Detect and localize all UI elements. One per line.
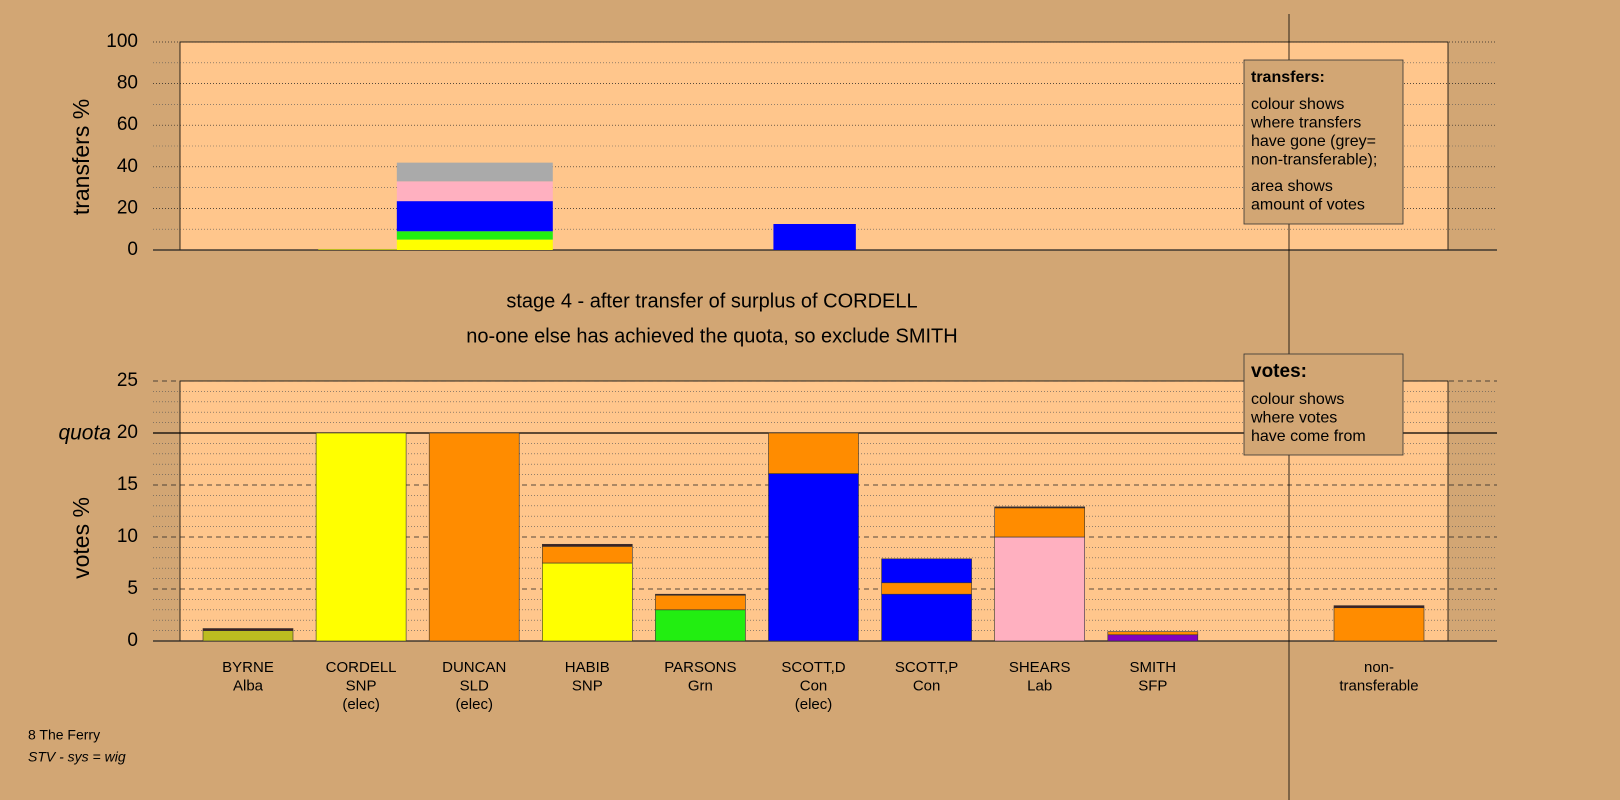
x-tick-label: SLD bbox=[460, 677, 489, 694]
legend-line: where transfers bbox=[1250, 115, 1361, 132]
legend-line: colour shows bbox=[1251, 96, 1344, 113]
legend-box bbox=[1243, 353, 1404, 456]
y-tick-label: 10 bbox=[117, 526, 138, 547]
vote-segment bbox=[994, 536, 1086, 642]
y-axis-label: transfers % bbox=[68, 99, 94, 215]
vote-segment bbox=[655, 594, 746, 611]
y-tick-label: 60 bbox=[117, 114, 138, 135]
x-tick-label: SNP bbox=[572, 677, 603, 694]
legend-line: where votes bbox=[1250, 410, 1337, 427]
x-tick-label: DUNCAN bbox=[442, 659, 506, 676]
y-tick-label: 80 bbox=[117, 73, 138, 94]
y-tick-label: 15 bbox=[117, 474, 138, 495]
stage-title: stage 4 - after transfer of surplus of C… bbox=[506, 290, 917, 312]
x-tick-label: SMITH bbox=[1129, 659, 1176, 676]
vote-segment bbox=[1107, 634, 1199, 642]
y-tick-label: 5 bbox=[127, 578, 138, 599]
vote-segment bbox=[202, 630, 294, 642]
x-tick-label: PARSONS bbox=[664, 659, 736, 676]
y-tick-label: 20 bbox=[117, 197, 138, 218]
y-tick-label: 40 bbox=[117, 156, 138, 177]
y-tick-label: 25 bbox=[117, 370, 138, 391]
legend-line: colour shows bbox=[1251, 391, 1344, 408]
x-tick-label: non- bbox=[1364, 659, 1394, 676]
x-tick-label: SNP bbox=[346, 677, 377, 694]
marks: BYRNEAlbaCORDELLSNP(elec)DUNCANSLD(elec)… bbox=[202, 162, 1425, 713]
x-tick-label: Lab bbox=[1027, 677, 1052, 694]
vote-segment bbox=[994, 506, 1086, 509]
vote-segment bbox=[881, 593, 972, 642]
transfer-segment bbox=[396, 239, 553, 250]
x-tick-label: SCOTT,D bbox=[781, 659, 845, 676]
x-tick-label: (elec) bbox=[795, 696, 833, 713]
vote-segment bbox=[202, 628, 294, 631]
vote-segment bbox=[655, 593, 746, 596]
transfer-segment bbox=[396, 162, 553, 182]
vote-segment bbox=[881, 558, 972, 584]
transfer-segment bbox=[396, 181, 553, 202]
x-tick-label: HABIB bbox=[565, 659, 610, 676]
legend-line: area shows bbox=[1251, 178, 1333, 195]
transfer-segment bbox=[396, 201, 553, 232]
vote-segment bbox=[541, 546, 633, 564]
footer-place: 8 The Ferry bbox=[28, 727, 100, 743]
legend-title: votes: bbox=[1251, 361, 1307, 382]
vote-segment bbox=[994, 507, 1086, 538]
legend-line: amount of votes bbox=[1251, 197, 1365, 214]
vote-segment bbox=[541, 543, 633, 547]
x-tick-label: (elec) bbox=[342, 696, 380, 713]
vote-segment bbox=[541, 562, 633, 642]
y-tick-label: 20 bbox=[117, 422, 138, 443]
x-tick-label: Grn bbox=[688, 677, 713, 694]
legend-box bbox=[1243, 59, 1404, 225]
x-tick-label: Alba bbox=[233, 677, 264, 694]
vote-segment bbox=[315, 432, 407, 642]
vote-segment bbox=[768, 432, 859, 474]
x-tick-label: SCOTT,P bbox=[895, 659, 958, 676]
vote-segment bbox=[881, 582, 972, 595]
legend-line: have gone (grey= bbox=[1251, 133, 1376, 150]
transfer-segment bbox=[318, 248, 397, 250]
footer-system: STV - sys = wig bbox=[28, 749, 126, 765]
x-tick-label: transferable bbox=[1339, 677, 1418, 694]
y-tick-label: 0 bbox=[127, 239, 138, 260]
y-axis-label: votes % bbox=[68, 497, 94, 579]
transfer-segment bbox=[773, 224, 856, 250]
y-tick-label: 100 bbox=[106, 31, 138, 52]
x-tick-label: (elec) bbox=[455, 696, 493, 713]
transfer-segment bbox=[396, 231, 553, 240]
legend-line: non-transferable); bbox=[1251, 152, 1377, 169]
x-tick-label: BYRNE bbox=[222, 659, 274, 676]
vote-segment bbox=[655, 609, 746, 642]
vote-segment bbox=[1107, 631, 1199, 636]
x-tick-label: CORDELL bbox=[326, 659, 397, 676]
x-tick-label: Con bbox=[913, 677, 941, 694]
legend-line: have come from bbox=[1251, 428, 1366, 445]
vote-segment bbox=[428, 432, 520, 642]
quota-label: quota bbox=[58, 422, 111, 445]
vote-segment bbox=[1333, 607, 1425, 642]
y-tick-label: 0 bbox=[127, 630, 138, 651]
x-tick-label: SFP bbox=[1138, 677, 1167, 694]
legend-title: transfers: bbox=[1251, 69, 1325, 86]
vote-segment bbox=[768, 473, 859, 642]
x-tick-label: SHEARS bbox=[1009, 659, 1071, 676]
stage-note: no-one else has achieved the quota, so e… bbox=[466, 325, 957, 347]
vote-segment bbox=[1333, 605, 1425, 609]
x-tick-label: Con bbox=[800, 677, 828, 694]
